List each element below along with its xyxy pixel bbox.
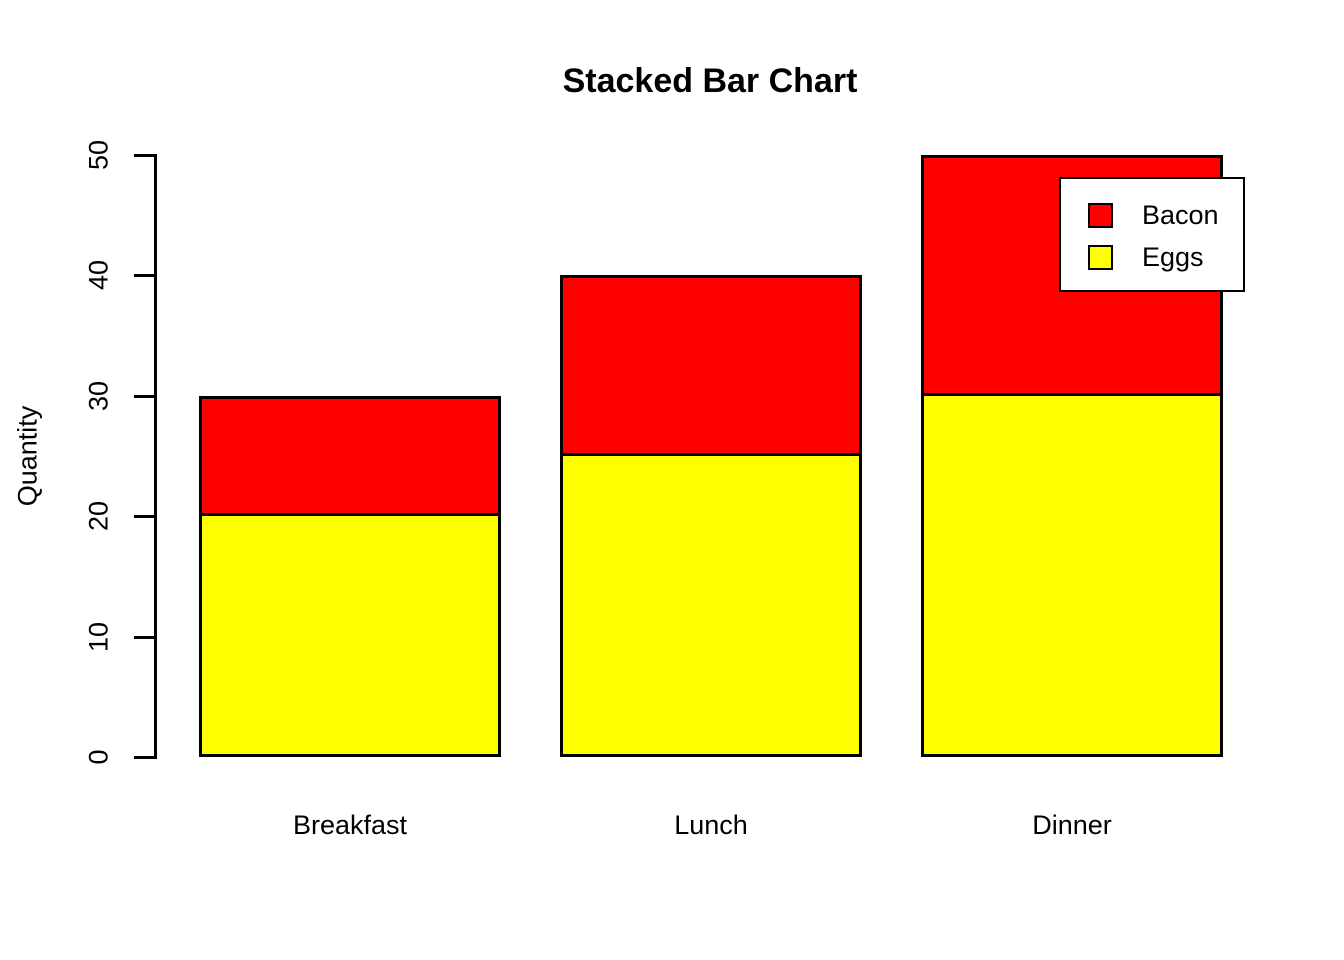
legend: Bacon Eggs — [1059, 177, 1245, 292]
y-axis-tick — [134, 635, 154, 639]
bar-dinner-eggs — [921, 395, 1223, 757]
legend-swatch-eggs — [1088, 244, 1113, 270]
bar-breakfast-bacon — [199, 395, 501, 517]
legend-swatch-bacon — [1088, 202, 1113, 228]
y-axis-label: Quantity — [12, 405, 43, 507]
x-axis-label: Breakfast — [292, 810, 408, 840]
chart-title: Stacked Bar Chart — [562, 62, 858, 100]
y-axis-line — [154, 154, 157, 759]
y-axis-tick-label: 30 — [83, 380, 114, 411]
x-axis-label: Dinner — [1032, 810, 1112, 840]
y-axis-tick-label: 40 — [83, 260, 114, 291]
legend-row: Eggs — [1061, 236, 1243, 278]
bar-lunch-eggs — [560, 456, 862, 757]
legend-label: Bacon — [1142, 199, 1219, 230]
y-axis-tick-label: 20 — [83, 501, 114, 532]
y-axis-tick — [134, 274, 154, 278]
y-axis-tick — [134, 756, 154, 759]
y-axis-tick-label: 10 — [83, 621, 114, 652]
legend-label: Eggs — [1142, 241, 1204, 272]
y-axis-tick — [134, 154, 154, 157]
y-axis-tick — [134, 515, 154, 519]
y-axis-tick-label: 0 — [83, 749, 114, 765]
legend-row: Bacon — [1061, 194, 1243, 236]
bar-lunch-bacon — [560, 275, 862, 456]
bar-breakfast-eggs — [199, 516, 501, 757]
x-axis-label: Lunch — [674, 810, 748, 840]
y-axis-tick — [134, 394, 154, 398]
y-axis-tick-label: 50 — [83, 139, 114, 171]
